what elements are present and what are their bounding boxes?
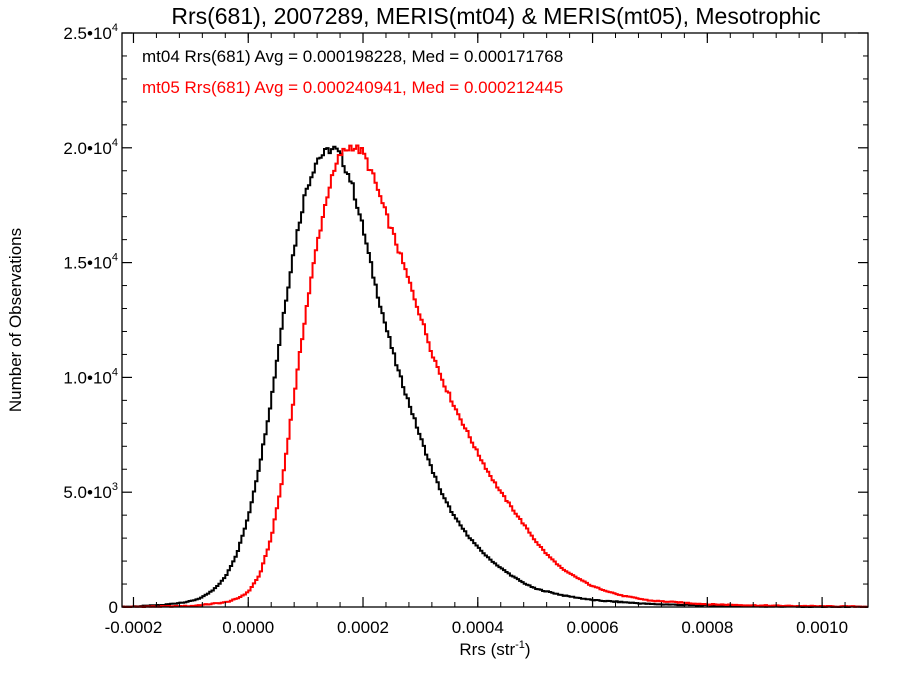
y-axis-label: Number of Observations [6, 228, 25, 412]
x-axis-label: Rrs (str-1) [459, 639, 530, 659]
y-tick-label: 2.5•104 [63, 22, 118, 43]
y-tick-label: 5.0•103 [63, 481, 118, 502]
x-tick-label: 0.0006 [567, 618, 619, 637]
x-tick-label: 0.0004 [452, 618, 504, 637]
chart-title: Rrs(681), 2007289, MERIS(mt04) & MERIS(m… [171, 3, 820, 29]
series-layer [122, 144, 868, 608]
x-tick-label: 0.0008 [681, 618, 733, 637]
y-tick-label: 2.0•104 [63, 137, 118, 158]
annotation-mt04: mt04 Rrs(681) Avg = 0.000198228, Med = 0… [142, 47, 563, 66]
y-tick-label: 0 [109, 598, 118, 617]
x-axis-label-sup: -1 [515, 639, 525, 651]
tick-layer: -0.0002 0.0000 0.0002 0.0004 0.0006 0.0008 0.0… [63, 22, 868, 637]
annotation-mt05: mt05 Rrs(681) Avg = 0.000240941, Med = 0… [142, 78, 563, 97]
x-axis-label-end: ) [525, 640, 531, 659]
x-axis-label-main: Rrs (str [459, 640, 515, 659]
plot-frame [121, 32, 869, 608]
x-tick-label: 0.0010 [796, 618, 848, 637]
series-line-1 [122, 145, 868, 608]
x-tick-label: 0.0000 [222, 618, 274, 637]
x-tick-label: -0.0002 [105, 618, 163, 637]
x-tick-label: 0.0002 [337, 618, 389, 637]
y-tick-label: 1.5•104 [63, 252, 118, 273]
series-line-2 [122, 144, 868, 608]
y-tick-label: 1.0•104 [63, 366, 118, 387]
